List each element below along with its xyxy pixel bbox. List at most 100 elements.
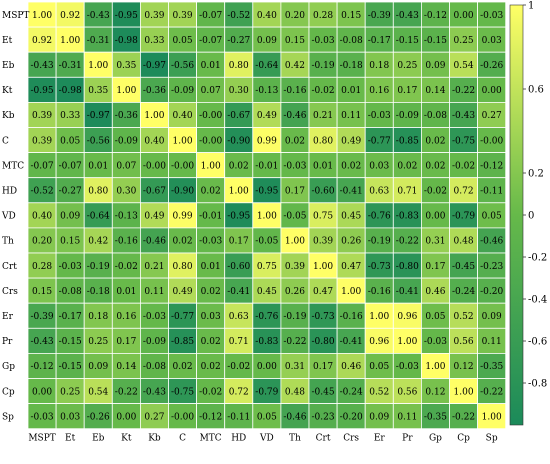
heatmap-cell (477, 327, 507, 354)
cell-value-label: 0.26 (285, 287, 305, 297)
cell-value-label: 0.46 (341, 362, 361, 372)
heatmap-cell (252, 352, 282, 379)
heatmap-cell (449, 403, 479, 430)
heatmap-cell (168, 403, 198, 430)
heatmap-cell (111, 227, 141, 254)
cell-value-label: 0.40 (257, 11, 277, 21)
heatmap-cell (420, 327, 450, 354)
y-tick-label: Crs (2, 287, 18, 297)
cell-value-label: -0.41 (340, 186, 363, 196)
cell-value-label: -0.45 (452, 262, 475, 272)
cell-value-label: -0.52 (31, 186, 54, 196)
heatmap-cell (392, 127, 422, 154)
cell-value-label: 0.15 (341, 11, 361, 21)
cell-value-label: 0.72 (454, 186, 474, 196)
cell-value-label: -0.43 (396, 11, 419, 21)
heatmap-cell (139, 327, 169, 354)
heatmap-cell (111, 76, 141, 103)
cell-value-label: 0.09 (369, 412, 389, 422)
heatmap-cell (364, 76, 394, 103)
heatmap-cell (420, 51, 450, 78)
y-tick-label: Er (2, 312, 14, 322)
heatmap-cell (364, 51, 394, 78)
heatmap-cell (168, 1, 198, 28)
heatmap-cell (364, 327, 394, 354)
cell-value-label: 0.02 (201, 287, 221, 297)
cell-value-label: 0.27 (144, 412, 164, 422)
cell-value-label: -0.24 (452, 287, 475, 297)
cell-value-label: -0.77 (368, 136, 391, 146)
heatmap-cell (336, 127, 366, 154)
cell-value-label: -0.27 (227, 36, 250, 46)
cell-value-label: 1.00 (257, 212, 277, 222)
heatmap-cell (168, 102, 198, 128)
cell-value-label: -0.36 (143, 86, 166, 96)
cell-value-label: 0.02 (201, 362, 221, 372)
heatmap-cell (252, 202, 282, 229)
y-tick-label: Et (2, 36, 13, 46)
cell-value-label: 0.11 (341, 111, 361, 121)
cell-value-label: -0.02 (452, 161, 475, 171)
heatmap-cell (308, 127, 338, 154)
cell-value-label: -0.22 (396, 237, 419, 247)
cell-value-label: 0.39 (285, 262, 305, 272)
cell-value-label: -0.16 (115, 237, 138, 247)
heatmap-cell (83, 51, 113, 78)
cell-value-label: -0.01 (199, 212, 222, 222)
x-tick-label: MTC (200, 434, 222, 444)
colorbar-gradient (509, 4, 524, 426)
heatmap-cell (392, 152, 422, 179)
cell-value-label: 1.00 (341, 287, 361, 297)
cell-value-label: 0.27 (482, 111, 502, 121)
cell-value-label: -0.07 (199, 11, 222, 21)
heatmap-cell (83, 378, 113, 405)
cell-value-label: 1.00 (397, 337, 417, 347)
heatmap-cell (55, 1, 85, 28)
heatmap-cell (477, 102, 507, 128)
heatmap-cell (308, 202, 338, 229)
heatmap-cell (168, 277, 198, 304)
cell-value-label: 0.15 (285, 36, 305, 46)
heatmap-cell (336, 1, 366, 28)
cell-value-label: 0.20 (32, 237, 52, 247)
cell-value-label: 0.30 (229, 86, 249, 96)
heatmap-cell (55, 403, 85, 430)
cell-value-label: 0.30 (116, 186, 136, 196)
x-tick-label: C (179, 434, 186, 444)
cell-value-label: -0.95 (115, 11, 138, 21)
cell-value-label: 0.63 (369, 186, 389, 196)
heatmap-cell (83, 403, 113, 430)
x-tick-label: Cp (457, 434, 470, 444)
heatmap-cell (111, 102, 141, 128)
heatmap-cell (168, 26, 198, 53)
cell-value-label: -0.02 (115, 262, 138, 272)
cell-value-label: -0.26 (87, 412, 110, 422)
cell-value-label: -0.12 (424, 11, 447, 21)
y-tick-label: Pr (2, 337, 13, 347)
heatmap-cell (280, 76, 310, 103)
y-tick-label: Eb (2, 61, 15, 71)
heatmap-cell (196, 102, 226, 128)
cell-value-label: -0.83 (255, 337, 278, 347)
cell-value-label: -0.16 (340, 312, 363, 322)
heatmap-cell (449, 76, 479, 103)
heatmap-cell (224, 102, 254, 128)
cell-value-label: -0.00 (171, 161, 194, 171)
heatmap-cell (83, 177, 113, 204)
cell-value-label: 0.96 (369, 337, 389, 347)
heatmap-cell (55, 227, 85, 254)
heatmap-cell (477, 76, 507, 103)
heatmap-cell (83, 152, 113, 179)
heatmap-cell (168, 302, 198, 329)
cell-value-label: -0.46 (143, 237, 166, 247)
cell-value-label: -0.20 (340, 412, 363, 422)
cell-value-label: 0.46 (425, 287, 445, 297)
heatmap-cell (364, 152, 394, 179)
cell-value-label: 0.17 (229, 237, 249, 247)
cell-value-label: -0.11 (480, 186, 503, 196)
cell-value-label: 0.54 (454, 61, 474, 71)
cell-value-label: -0.16 (283, 86, 306, 96)
cell-value-label: 0.35 (88, 86, 108, 96)
heatmap-cell (55, 277, 85, 304)
